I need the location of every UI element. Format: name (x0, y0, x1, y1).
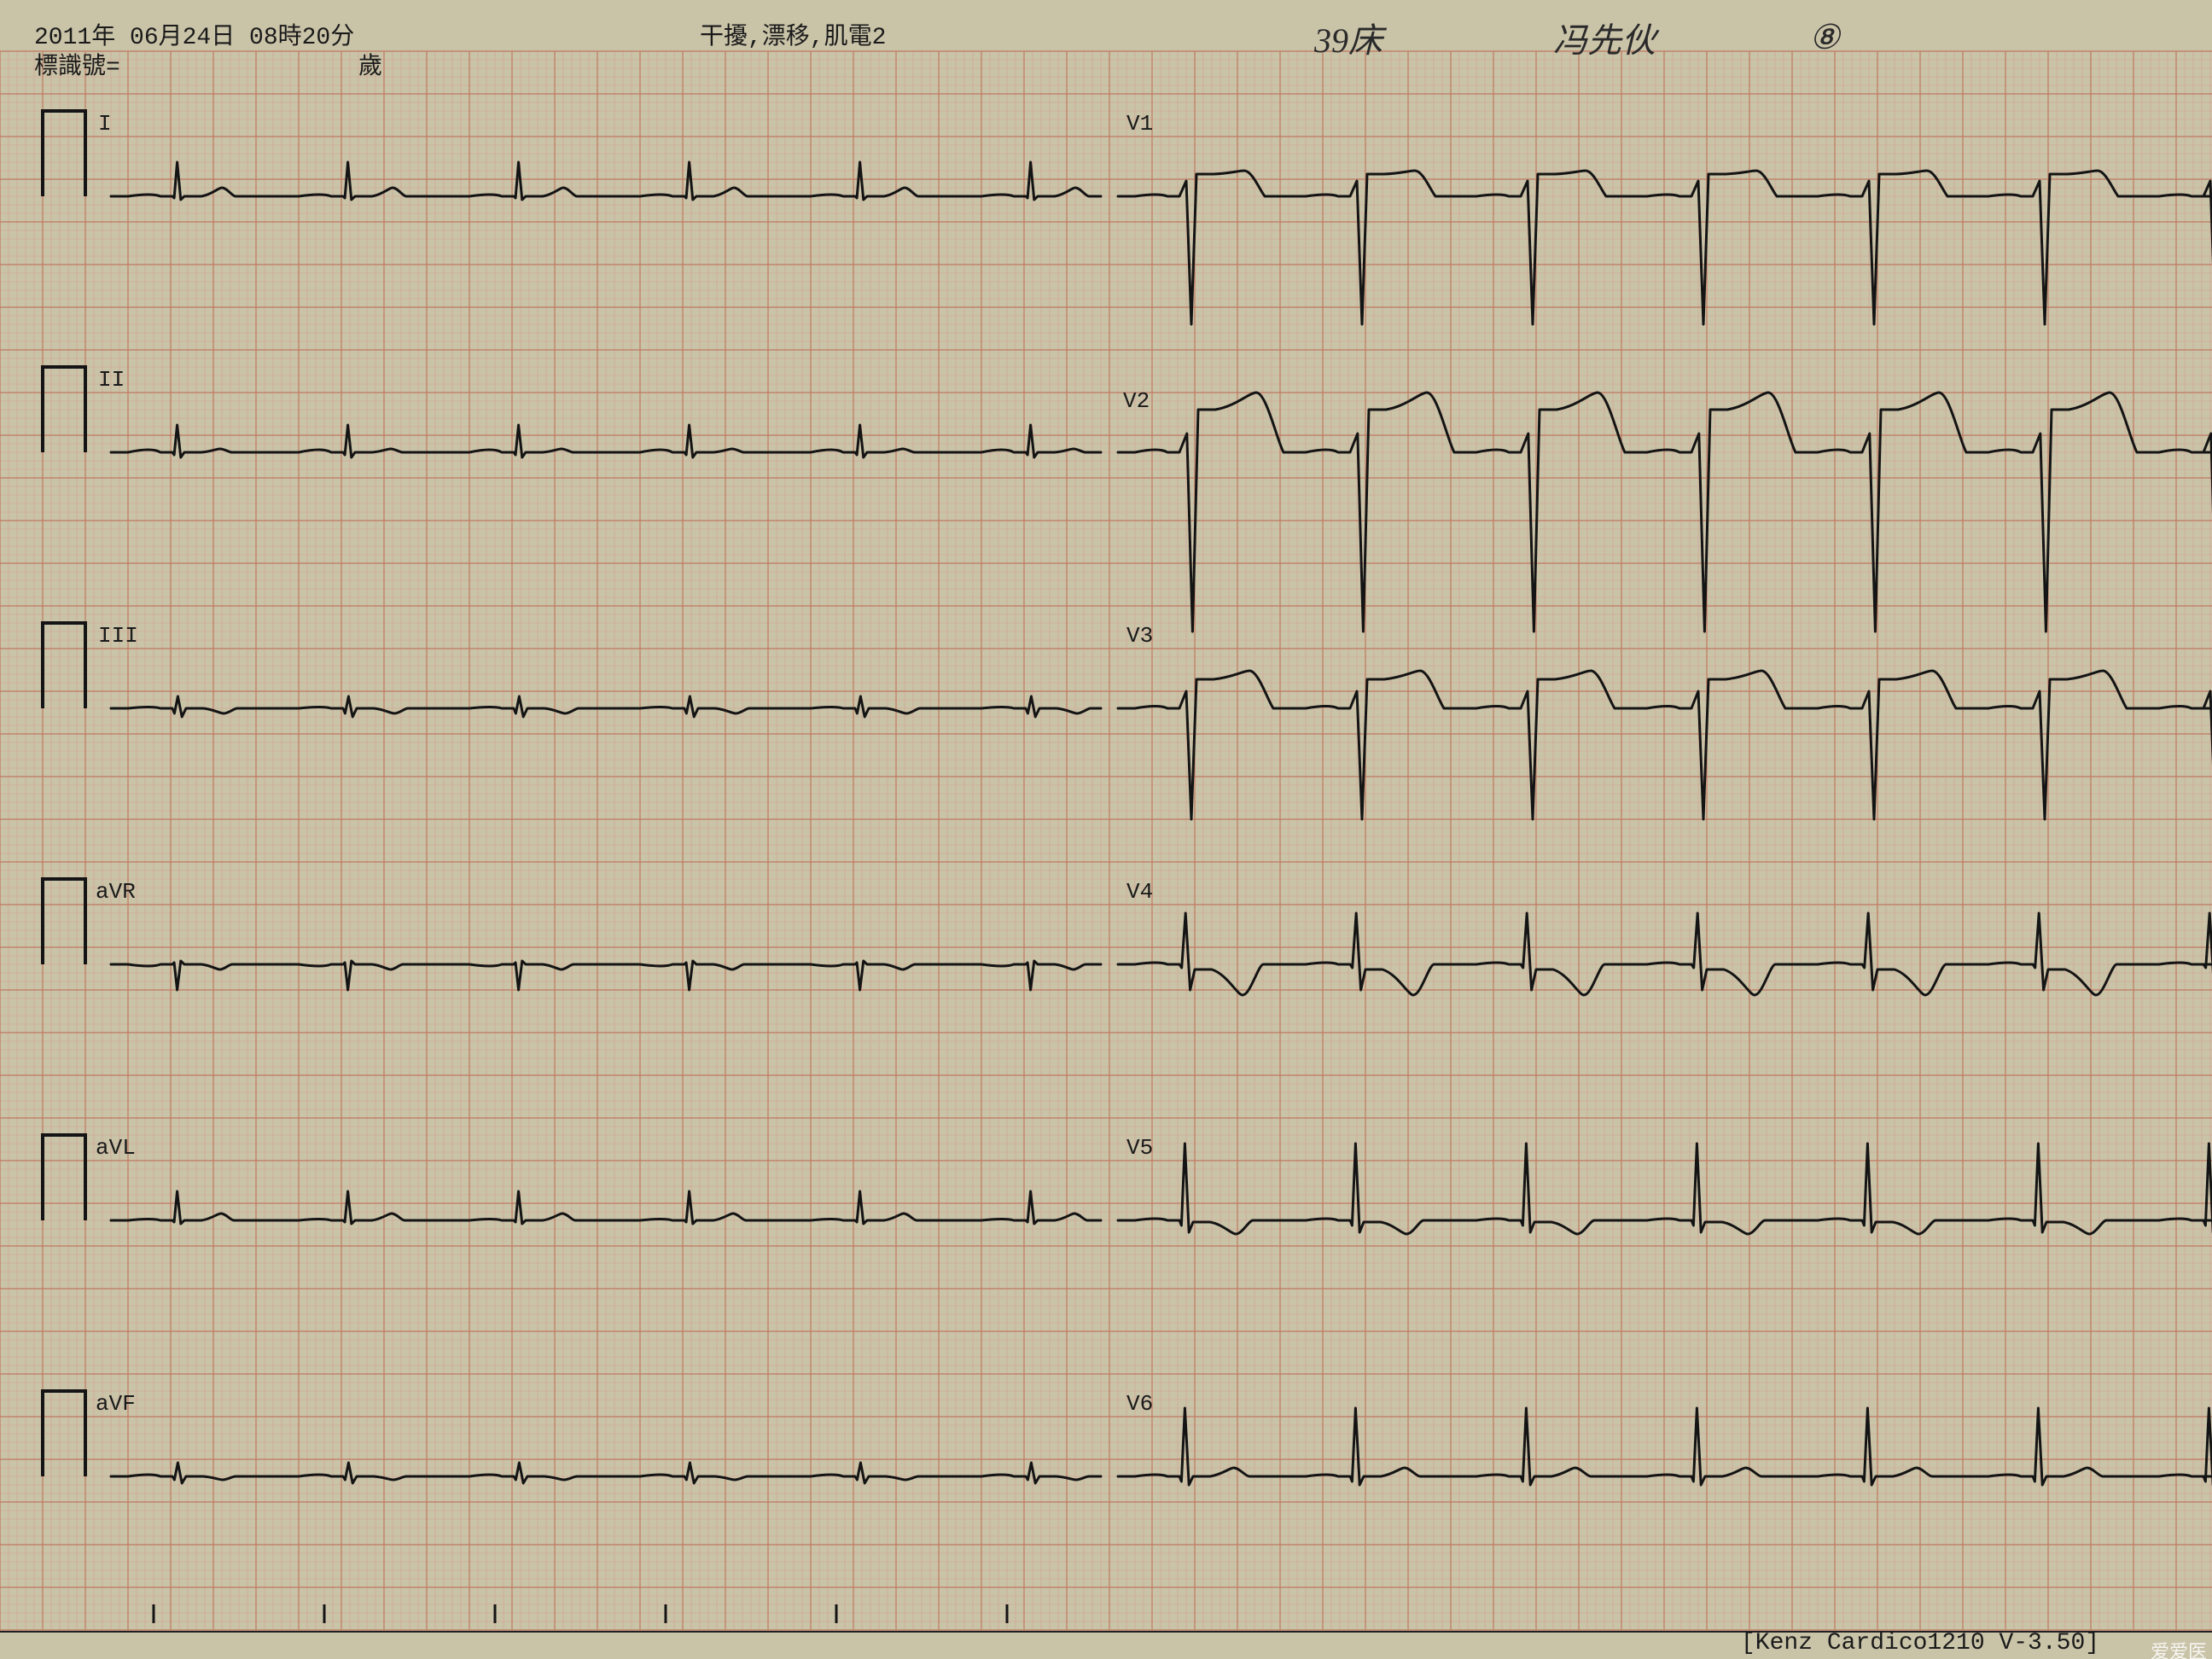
ecg-paper: 2011年 06月24日 08時20分標識號=歲干擾,漂移,肌電239床冯先伙⑧… (0, 0, 2212, 1659)
timing-ticks (0, 0, 2212, 1659)
